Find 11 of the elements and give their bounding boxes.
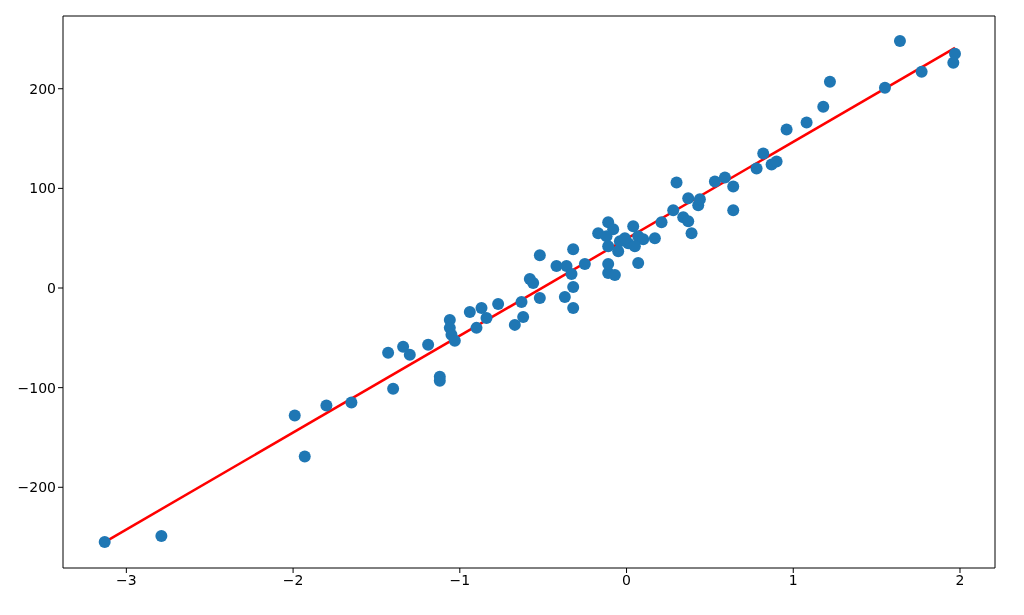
y-tick-label: −100 bbox=[17, 379, 56, 396]
y-tick-label: 200 bbox=[29, 80, 56, 97]
x-tick-label: 0 bbox=[622, 571, 631, 588]
x-tick-label: 1 bbox=[788, 571, 798, 588]
x-tick-label: −1 bbox=[449, 571, 471, 588]
x-tick-label: −3 bbox=[116, 571, 137, 588]
x-tick-label: 2 bbox=[955, 571, 965, 588]
y-tick-label: 100 bbox=[29, 180, 56, 197]
y-tick-label: −200 bbox=[17, 479, 56, 496]
y-tick-label: 0 bbox=[47, 279, 56, 296]
x-tick-label: −2 bbox=[282, 571, 304, 588]
